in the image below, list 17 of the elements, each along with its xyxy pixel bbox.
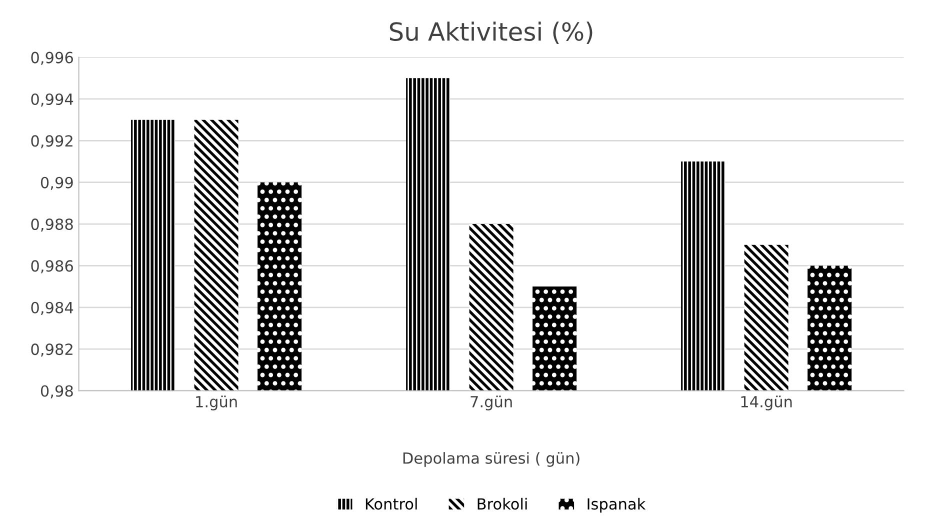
legend-label: Ispanak — [588, 498, 646, 513]
y-tick-label: 0,992 — [31, 135, 72, 148]
x-tick-label: 14.gün — [741, 396, 792, 410]
y-tick-label: 0,982 — [31, 344, 72, 357]
legend-label: Kontrol — [366, 498, 417, 510]
x-axis-title: Depolama süresi ( gün) — [403, 452, 580, 467]
y-tick-label: 0,994 — [31, 93, 74, 107]
y-tick-label: 0,98 — [40, 385, 73, 398]
y-tick-label: 0,99 — [40, 176, 73, 190]
y-tick-label: 0,988 — [31, 218, 73, 232]
y-tick-label: 0,984 — [31, 302, 74, 315]
legend-label: Brokoli — [478, 498, 527, 510]
y-tick-label: 0,986 — [31, 260, 73, 274]
chart-title: Su Aktivitesi (%) — [390, 22, 592, 44]
x-tick-label: 1.gün — [196, 396, 237, 410]
x-tick-label: 7.gün — [470, 396, 512, 410]
y-tick-label: 0,996 — [31, 52, 73, 65]
